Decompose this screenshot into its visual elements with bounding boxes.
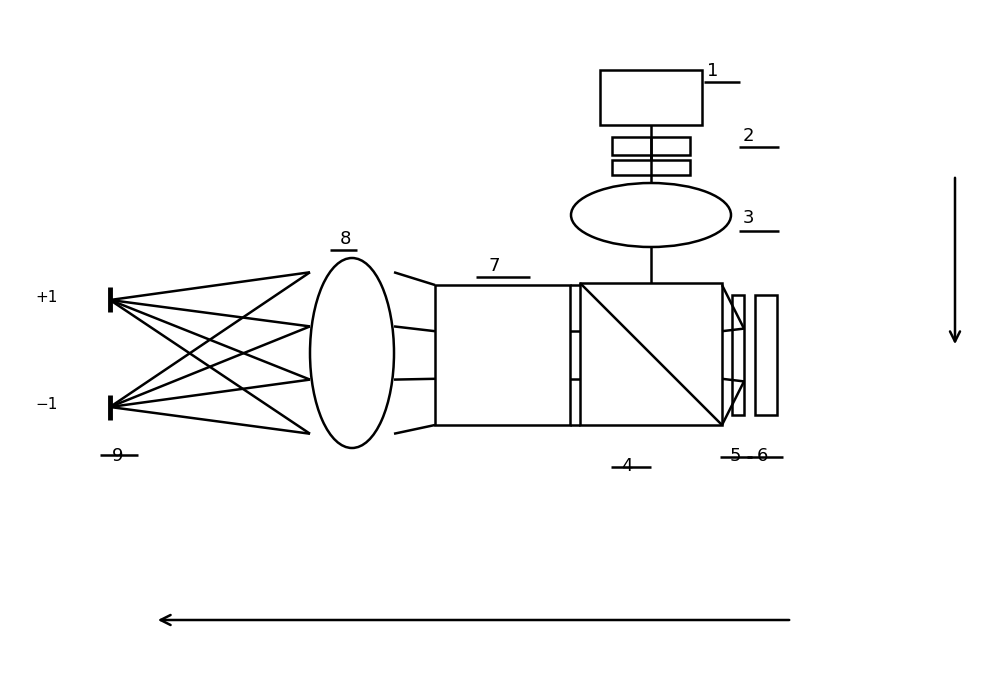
Text: 6: 6 [757,447,768,465]
Bar [612,160,690,175]
Text: 8: 8 [340,230,351,248]
Bar [435,285,570,425]
Text: 1: 1 [707,62,718,80]
Bar [612,137,690,155]
Text: 2: 2 [743,127,755,145]
Text: 9: 9 [112,447,124,465]
Bar [732,295,744,415]
Text: +1: +1 [36,290,58,306]
Text: −1: −1 [36,397,58,412]
Text: 5: 5 [730,447,742,465]
Text: 7: 7 [489,257,500,275]
Bar [580,283,722,425]
Text: 4: 4 [621,457,633,475]
Text: 3: 3 [743,209,755,227]
Bar [755,295,777,415]
Bar [600,70,702,125]
